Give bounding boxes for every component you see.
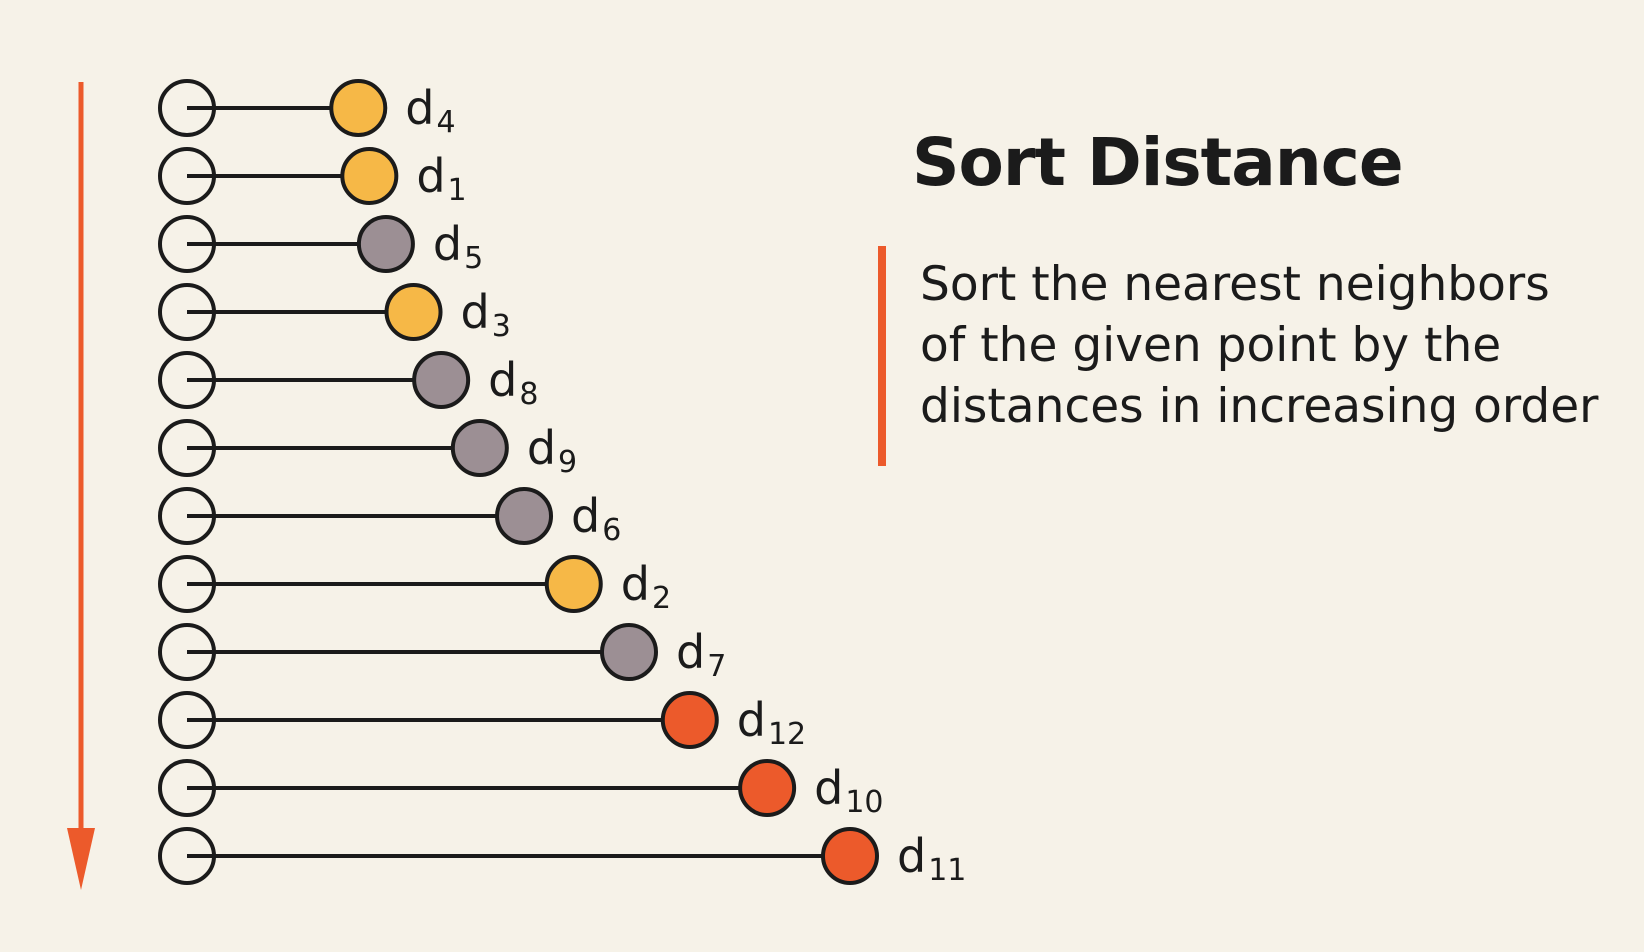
distance-label-subscript: 2 (652, 581, 671, 616)
distance-label-main: d (527, 421, 556, 475)
neighbor-point-marker (356, 215, 415, 273)
neighbor-point-marker (412, 351, 471, 409)
distance-label: d12 (737, 693, 806, 752)
description-line: of the given point by the (920, 318, 1502, 373)
neighbor-point-marker (340, 147, 399, 205)
distance-label-subscript: 9 (558, 445, 577, 480)
distance-label: d9 (527, 421, 577, 480)
query-point-marker (158, 419, 216, 477)
query-point-marker (158, 827, 216, 885)
distance-label: d2 (621, 557, 671, 616)
distance-label: d4 (405, 81, 455, 140)
distance-label: d10 (814, 761, 883, 820)
distance-label-main: d (737, 693, 766, 747)
distance-label-main: d (461, 285, 490, 339)
distance-label-main: d (897, 829, 926, 883)
distance-label-subscript: 3 (492, 309, 511, 344)
order-arrow-head (67, 828, 95, 890)
distance-label-subscript: 7 (707, 649, 726, 684)
neighbor-point-marker (495, 487, 554, 545)
neighbor-point-marker (329, 79, 388, 137)
distance-label-main: d (433, 217, 462, 271)
distance-row: d4 (158, 79, 456, 140)
distance-label-main: d (416, 149, 445, 203)
distance-row: d3 (158, 283, 511, 344)
distance-label-subscript: 4 (436, 105, 455, 140)
description: Sort the nearest neighbors of the given … (920, 254, 1640, 437)
distance-label: d8 (488, 353, 538, 412)
neighbor-point-marker (544, 555, 603, 613)
distance-label: d5 (433, 217, 483, 276)
distance-label-main: d (405, 81, 434, 135)
distance-label: d6 (571, 489, 621, 548)
distance-row: d8 (158, 351, 538, 412)
distance-label-subscript: 5 (464, 241, 483, 276)
query-point-marker (158, 759, 216, 817)
query-point-marker (158, 215, 216, 273)
neighbor-point-marker (600, 623, 658, 681)
description-accent-bar (878, 246, 886, 466)
distance-label-subscript: 12 (768, 717, 806, 752)
description-line: distances in increasing order (920, 379, 1599, 434)
distance-label-subscript: 11 (928, 853, 966, 888)
query-point-marker (158, 79, 216, 137)
distance-label: d1 (416, 149, 466, 208)
distance-label-subscript: 6 (602, 513, 621, 548)
distance-label-main: d (814, 761, 843, 815)
distance-row: d1 (158, 147, 467, 208)
query-point-marker (158, 283, 216, 341)
query-point-marker (158, 623, 216, 681)
query-point-marker (158, 487, 216, 545)
neighbor-point-marker (450, 419, 509, 477)
distance-label-subscript: 10 (845, 785, 883, 820)
distance-row: d11 (158, 827, 966, 888)
distance-label: d3 (461, 285, 511, 344)
distance-row: d2 (158, 555, 671, 616)
distance-label-main: d (488, 353, 517, 407)
query-point-marker (158, 147, 216, 205)
page-title: Sort Distance (912, 124, 1404, 201)
distance-row: d7 (158, 623, 726, 684)
description-line: Sort the nearest neighbors (920, 257, 1550, 312)
neighbor-point-marker (821, 827, 879, 885)
distance-label-subscript: 1 (448, 173, 467, 208)
distance-label: d11 (897, 829, 966, 888)
distance-row: d6 (158, 487, 621, 548)
distance-label-subscript: 8 (519, 377, 538, 412)
distance-label-main: d (621, 557, 650, 611)
distance-label-main: d (676, 625, 705, 679)
query-point-marker (158, 555, 216, 613)
query-point-marker (158, 691, 216, 749)
distance-label-main: d (571, 489, 600, 543)
distance-row: d5 (158, 215, 483, 276)
neighbor-point-marker (384, 283, 443, 341)
distance-row: d12 (158, 691, 806, 752)
query-point-marker (158, 351, 216, 409)
distance-row: d9 (158, 419, 577, 480)
distance-row: d10 (158, 759, 884, 820)
distance-label: d7 (676, 625, 726, 684)
neighbor-point-marker (738, 759, 797, 817)
neighbor-point-marker (660, 691, 719, 749)
